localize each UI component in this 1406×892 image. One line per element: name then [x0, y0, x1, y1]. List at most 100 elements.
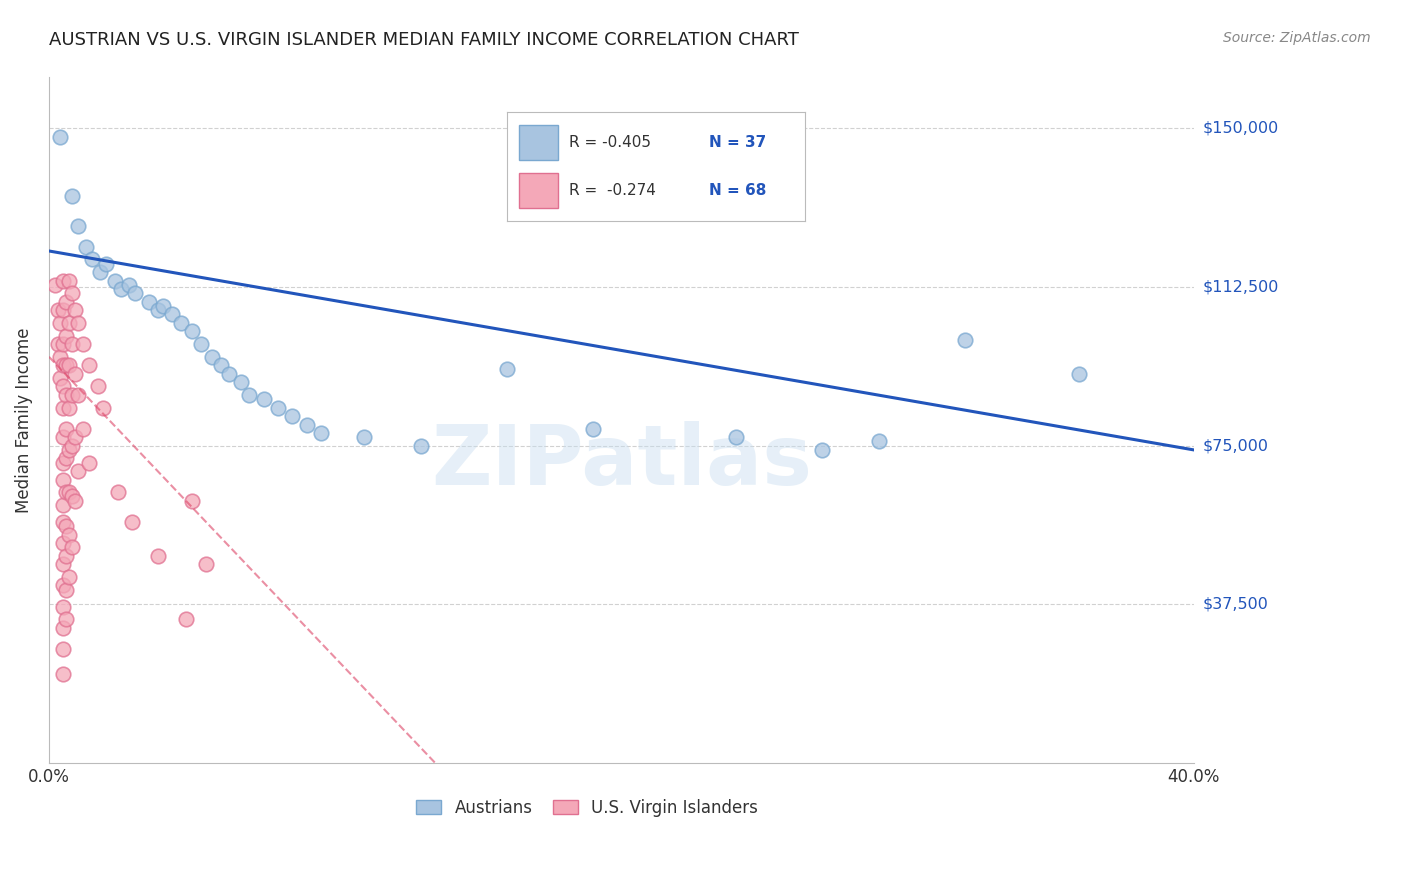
Point [66, 388, 89, 402]
Point [724, 430, 747, 444]
Point [52, 379, 75, 393]
Point [55, 422, 77, 436]
Point [181, 493, 204, 508]
Point [810, 442, 832, 457]
Point [209, 358, 232, 372]
Point [58, 401, 80, 415]
Point [118, 277, 141, 292]
Text: ZIPatlas: ZIPatlas [430, 421, 811, 502]
Point [77, 456, 100, 470]
Point [49, 129, 72, 144]
Point [58, 570, 80, 584]
Point [309, 425, 332, 440]
Point [96, 257, 118, 271]
Point [89, 265, 111, 279]
Point [46, 303, 69, 318]
Point [582, 422, 605, 436]
Point [238, 388, 260, 402]
Point [86, 379, 108, 393]
Point [58, 358, 80, 372]
Point [55, 485, 77, 500]
Point [60, 388, 83, 402]
Point [218, 367, 240, 381]
Point [60, 541, 83, 555]
Point [55, 294, 77, 309]
Point [60, 286, 83, 301]
Point [160, 308, 183, 322]
Legend: Austrians, U.S. Virgin Islanders: Austrians, U.S. Virgin Islanders [409, 792, 765, 823]
Point [201, 350, 224, 364]
Point [63, 493, 86, 508]
Point [52, 358, 75, 372]
Point [52, 536, 75, 550]
Text: Source: ZipAtlas.com: Source: ZipAtlas.com [1223, 31, 1371, 45]
Point [72, 337, 94, 351]
Point [52, 667, 75, 681]
Point [55, 519, 77, 533]
Text: $150,000: $150,000 [1202, 120, 1278, 136]
Point [58, 316, 80, 330]
Point [55, 612, 77, 626]
Point [124, 286, 146, 301]
Point [253, 392, 276, 406]
Point [75, 240, 97, 254]
Point [107, 485, 129, 500]
Point [55, 358, 77, 372]
Point [60, 337, 83, 351]
Point [52, 274, 75, 288]
Point [58, 485, 80, 500]
Point [295, 417, 318, 432]
Point [52, 456, 75, 470]
Point [63, 303, 86, 318]
Point [52, 558, 75, 572]
Point [52, 578, 75, 592]
Point [953, 333, 976, 347]
Point [181, 325, 204, 339]
Point [1069, 367, 1091, 381]
Point [66, 219, 89, 233]
Point [52, 621, 75, 635]
Point [72, 422, 94, 436]
Point [49, 316, 72, 330]
Point [44, 277, 66, 292]
Point [52, 303, 75, 318]
Point [63, 430, 86, 444]
Point [49, 371, 72, 385]
Point [52, 430, 75, 444]
Point [52, 641, 75, 656]
Point [195, 558, 218, 572]
Point [66, 316, 89, 330]
Point [146, 303, 169, 318]
Point [58, 274, 80, 288]
Point [52, 473, 75, 487]
Point [52, 337, 75, 351]
Point [77, 358, 100, 372]
Point [58, 527, 80, 541]
Point [121, 515, 143, 529]
Point [229, 375, 252, 389]
Point [176, 612, 198, 626]
Text: AUSTRIAN VS U.S. VIRGIN ISLANDER MEDIAN FAMILY INCOME CORRELATION CHART: AUSTRIAN VS U.S. VIRGIN ISLANDER MEDIAN … [49, 31, 799, 49]
Point [55, 451, 77, 466]
Point [55, 549, 77, 563]
Point [55, 582, 77, 597]
Point [190, 337, 212, 351]
Point [80, 252, 103, 267]
Point [52, 515, 75, 529]
Point [496, 362, 519, 376]
Point [146, 549, 169, 563]
Point [169, 316, 191, 330]
Point [52, 498, 75, 512]
Point [104, 274, 127, 288]
Point [93, 401, 115, 415]
Point [58, 442, 80, 457]
Point [281, 409, 304, 423]
Point [138, 294, 160, 309]
Point [868, 434, 890, 449]
Point [63, 367, 86, 381]
Text: $112,500: $112,500 [1202, 279, 1278, 294]
Point [66, 464, 89, 478]
Point [409, 439, 432, 453]
Point [49, 350, 72, 364]
Point [267, 401, 290, 415]
